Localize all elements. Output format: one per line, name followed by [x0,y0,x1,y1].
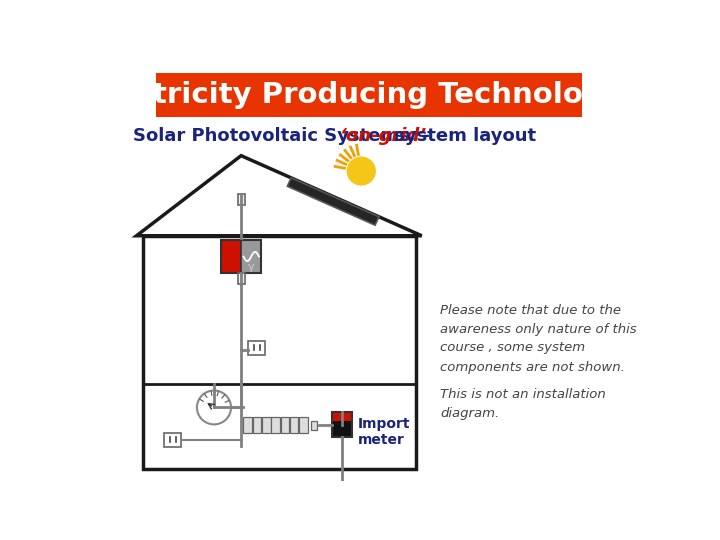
Text: Import
meter: Import meter [358,417,410,447]
Bar [238,273,245,284]
Text: Solar Photovoltaic Systems  -: Solar Photovoltaic Systems - [132,127,436,145]
Bar [243,417,252,433]
Text: Electricity Producing Technologies: Electricity Producing Technologies [86,81,652,109]
Bar [333,413,351,421]
Bar [271,417,280,433]
Text: Please note that due to the
awareness only nature of this
course , some system
c: Please note that due to the awareness on… [441,303,637,374]
Bar [311,421,317,430]
Circle shape [347,157,375,185]
Bar [253,417,261,433]
Bar [290,417,299,433]
Bar [164,433,181,447]
Bar [300,417,307,433]
Bar [221,240,241,273]
Bar [241,240,261,273]
Circle shape [197,390,231,424]
Text: This is not an installation
diagram.: This is not an installation diagram. [441,388,606,420]
Bar [238,194,245,205]
Text: ‘on-grid’: ‘on-grid’ [340,127,427,145]
Bar [281,417,289,433]
Bar [221,240,261,273]
Polygon shape [287,178,379,225]
Bar [262,417,271,433]
Bar [221,240,241,273]
Bar [332,412,352,437]
Bar [156,72,582,117]
Text: system layout: system layout [387,127,536,145]
Bar [143,236,415,469]
Text: γ: γ [248,261,254,272]
Bar [248,341,265,355]
